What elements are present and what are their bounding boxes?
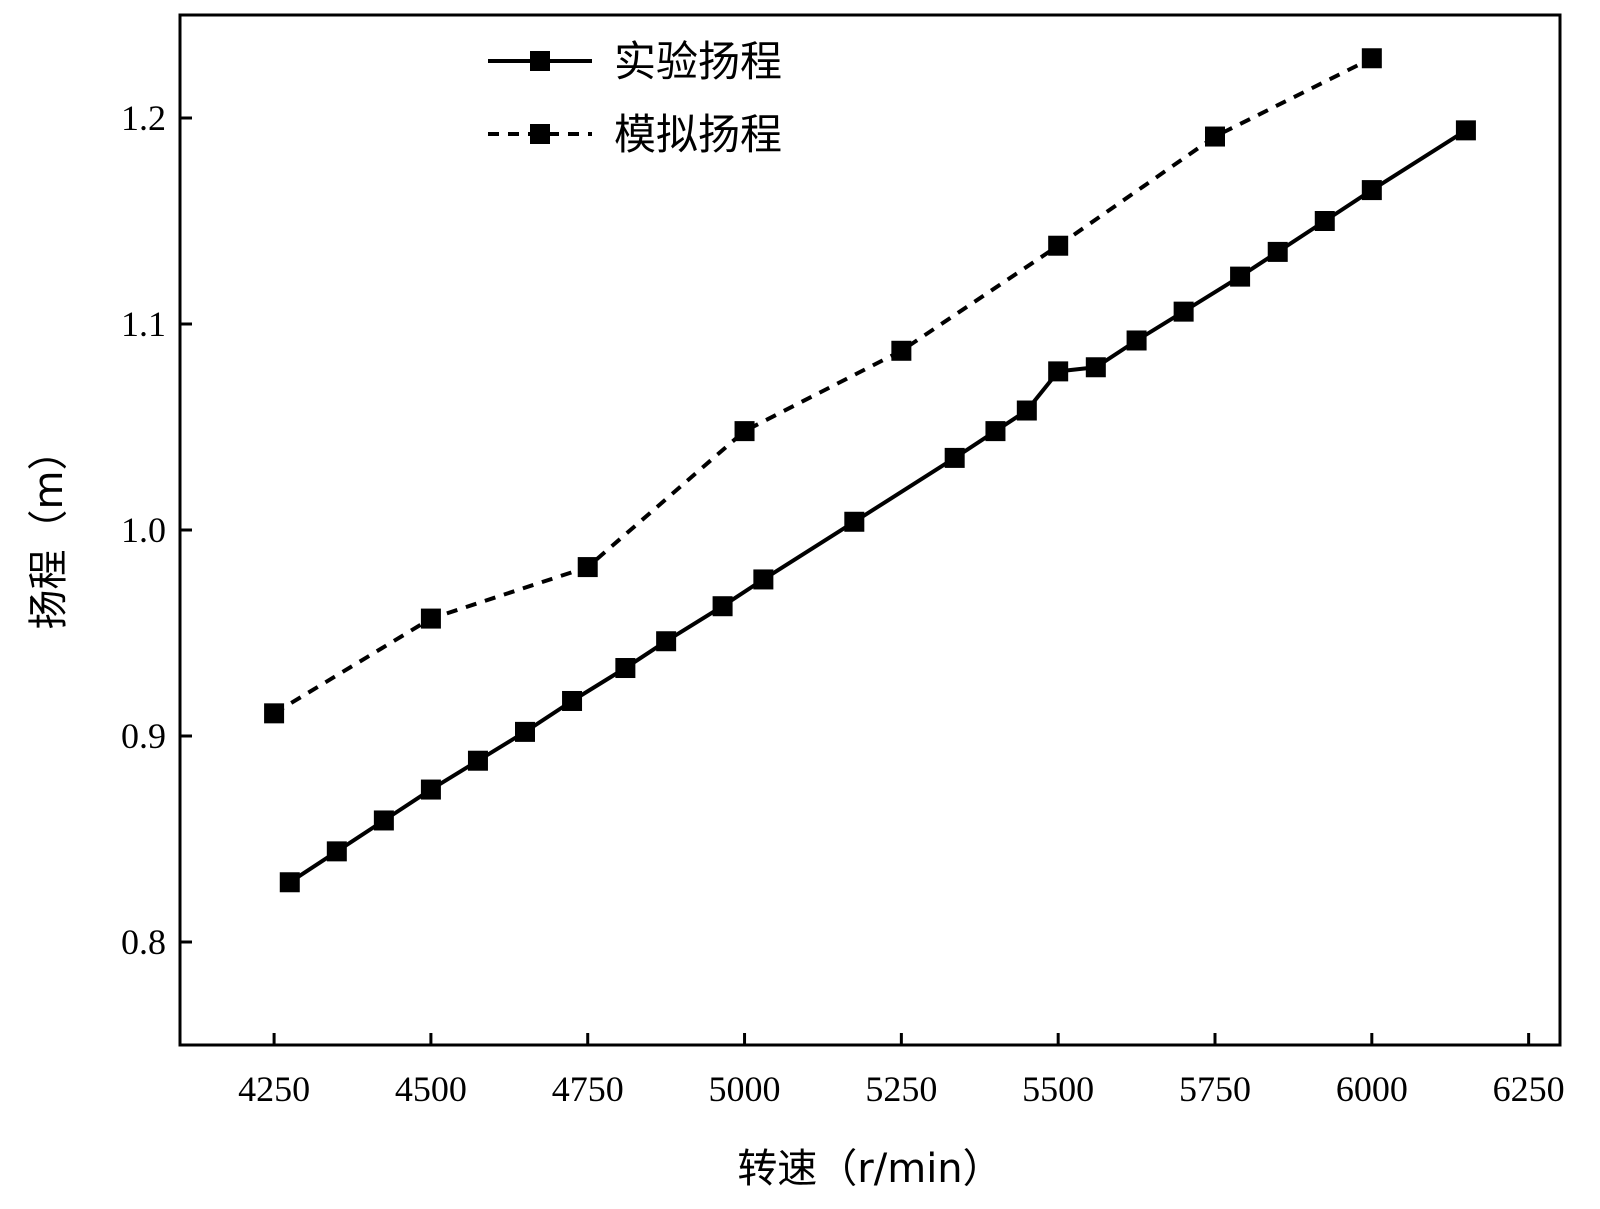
- x-tick-label: 4750: [552, 1069, 624, 1109]
- data-point-experimental: [1126, 330, 1147, 351]
- data-point-experimental: [1016, 400, 1037, 421]
- x-axis-ticks: 4250 4500 4750 5000 5250 5500 5750 6000 6250: [238, 1033, 1565, 1109]
- data-point-simulated: [420, 608, 441, 629]
- data-point-experimental: [1173, 301, 1194, 322]
- legend-entry-simulated: 模拟扬程: [488, 110, 782, 159]
- x-tick-label: 4500: [395, 1069, 467, 1109]
- data-point-experimental: [944, 447, 965, 468]
- y-tick-label: 0.8: [121, 922, 166, 962]
- y-tick-label: 1.1: [121, 304, 166, 344]
- y-axis-title: 扬程（m）: [26, 431, 72, 630]
- data-point-simulated: [891, 340, 912, 361]
- x-tick-label: 4250: [238, 1069, 310, 1109]
- data-point-experimental: [1455, 120, 1476, 141]
- data-point-simulated: [1361, 48, 1382, 69]
- data-point-experimental: [562, 690, 583, 711]
- legend-label-simulated: 模拟扬程: [614, 110, 782, 159]
- data-point-simulated: [734, 421, 755, 442]
- legend-marker-experimental: [530, 51, 550, 71]
- data-point-experimental: [985, 421, 1006, 442]
- y-tick-label: 1.2: [121, 98, 166, 138]
- data-point-experimental: [615, 658, 636, 679]
- data-point-experimental: [844, 511, 865, 532]
- data-point-experimental: [1314, 211, 1335, 231]
- x-tick-label: 5000: [709, 1069, 781, 1109]
- x-tick-label: 6000: [1336, 1069, 1408, 1109]
- data-point-experimental: [753, 569, 774, 590]
- legend-marker-simulated: [530, 124, 550, 144]
- data-point-experimental: [1361, 180, 1382, 201]
- data-point-experimental: [712, 596, 733, 617]
- data-point-experimental: [1230, 266, 1251, 287]
- legend-label-experimental: 实验扬程: [614, 37, 782, 86]
- data-point-simulated: [1205, 126, 1225, 147]
- x-tick-label: 5250: [865, 1069, 937, 1109]
- data-point-simulated: [577, 557, 598, 578]
- y-axis-ticks: 0.8 0.9 1.0 1.1 1.2: [121, 98, 192, 962]
- data-point-experimental: [1267, 241, 1288, 262]
- data-point-experimental: [656, 631, 677, 652]
- legend: 实验扬程 模拟扬程: [488, 37, 782, 159]
- data-point-experimental: [279, 872, 300, 893]
- x-tick-label: 6250: [1493, 1069, 1565, 1109]
- data-point-simulated: [264, 703, 285, 724]
- y-tick-label: 1.0: [121, 510, 166, 550]
- data-point-experimental: [515, 721, 535, 742]
- data-point-experimental: [420, 779, 441, 800]
- series-line-experimental: [288, 128, 1467, 884]
- series-line-simulated: [273, 56, 1373, 716]
- x-tick-label: 5750: [1179, 1069, 1251, 1109]
- data-point-experimental: [1048, 361, 1069, 382]
- x-axis-title: 转速（r/min）: [737, 1146, 1002, 1192]
- data-point-experimental: [326, 841, 347, 862]
- x-tick-label: 5500: [1022, 1069, 1094, 1109]
- data-point-simulated: [1048, 235, 1069, 256]
- data-point-experimental: [467, 750, 488, 771]
- y-tick-label: 0.9: [121, 716, 166, 756]
- plot-frame: [178, 13, 1562, 1047]
- data-point-experimental: [373, 810, 394, 831]
- data-point-experimental: [1085, 357, 1106, 378]
- legend-entry-experimental: 实验扬程: [488, 37, 782, 86]
- series-layer: [264, 48, 1476, 893]
